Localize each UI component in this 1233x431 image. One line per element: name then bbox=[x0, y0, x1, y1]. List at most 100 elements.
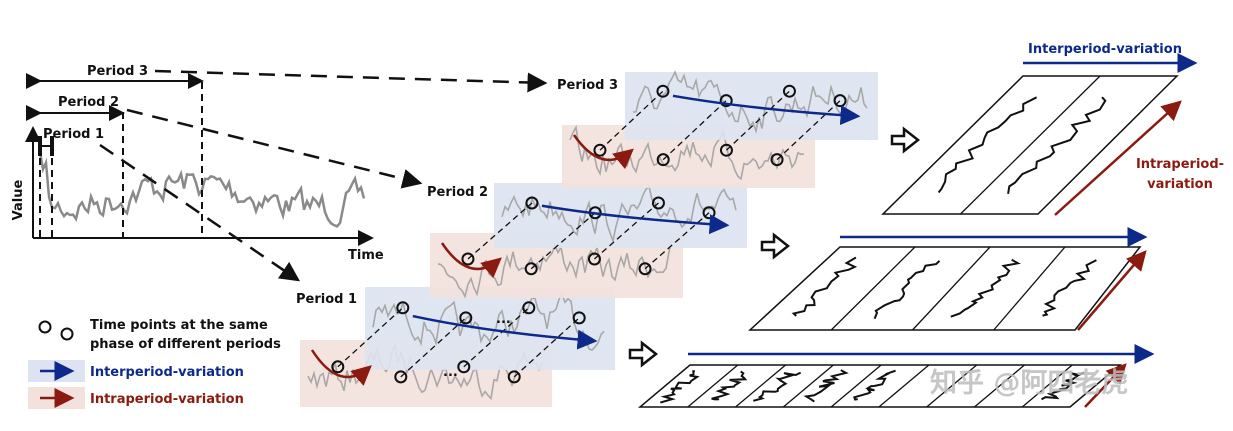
intraperiod-arrow bbox=[310, 349, 372, 386]
ellipsis-top: ... bbox=[496, 312, 511, 327]
phase-point bbox=[770, 153, 784, 167]
phase-point bbox=[522, 301, 536, 315]
interperiod-arrow bbox=[672, 94, 861, 126]
period-boundaries bbox=[39, 82, 203, 238]
transform-arrows bbox=[628, 126, 921, 368]
tensor-column-divider bbox=[878, 364, 930, 408]
phase-point bbox=[782, 84, 796, 98]
phase-point bbox=[457, 360, 471, 374]
column-series-line bbox=[937, 96, 1038, 194]
tensor-column-divider bbox=[830, 364, 882, 408]
tensor-column-divider bbox=[993, 246, 1066, 331]
phase-point bbox=[507, 370, 521, 384]
period-1-stack bbox=[300, 287, 615, 407]
column-series-line bbox=[1040, 371, 1085, 401]
column-series-line bbox=[791, 256, 858, 317]
intraperiod-arrow bbox=[1084, 363, 1127, 408]
ellipsis-bottom: ... bbox=[443, 365, 458, 380]
phase-point bbox=[459, 311, 473, 325]
column-series-line bbox=[873, 260, 941, 320]
column-series-line bbox=[1042, 259, 1097, 317]
phase-connector bbox=[776, 100, 841, 161]
tensor-column-divider bbox=[687, 364, 739, 408]
intraperiod-arrow bbox=[440, 242, 502, 279]
input-series-plot: Value Time Period 1 Period 2 Period 3 bbox=[11, 64, 384, 263]
phase-connector bbox=[337, 307, 404, 368]
phase-point bbox=[656, 84, 670, 98]
column-series-line bbox=[753, 371, 802, 402]
column-series-line bbox=[950, 258, 1021, 318]
phase-connector bbox=[594, 202, 659, 260]
reshaped-period-stacks bbox=[300, 70, 878, 407]
period-3-stack bbox=[562, 70, 878, 188]
right-intra-label-2: variation bbox=[1147, 177, 1213, 192]
phase-connector bbox=[726, 90, 790, 151]
phase-point bbox=[719, 143, 733, 157]
tensor-column-divider bbox=[1021, 364, 1073, 408]
phase-point bbox=[396, 301, 410, 315]
tensor-2 bbox=[748, 227, 1148, 331]
stack-period-3-label: Period 3 bbox=[557, 78, 618, 93]
phase-point bbox=[461, 252, 475, 266]
right-intra-label-1: Intraperiod- bbox=[1136, 157, 1224, 172]
legend-points-line1: Time points at the same bbox=[90, 318, 268, 333]
phase-point bbox=[524, 262, 538, 276]
hollow-arrow-icon bbox=[760, 232, 791, 260]
tensor-column-divider bbox=[735, 364, 786, 408]
phase-connector bbox=[463, 307, 530, 368]
phase-connector bbox=[467, 202, 533, 260]
phase-connector bbox=[662, 100, 727, 161]
tensor-column-divider bbox=[960, 75, 1101, 215]
tensor-1 bbox=[881, 53, 1198, 216]
phase-point bbox=[638, 262, 652, 276]
phase-connector bbox=[644, 212, 710, 270]
intraperiod-arrow bbox=[1077, 250, 1147, 331]
tensor-column-divider bbox=[830, 246, 916, 331]
legend-inter-label: Interperiod-variation bbox=[90, 365, 244, 380]
hollow-arrow-icon bbox=[628, 340, 659, 368]
period-segment-line bbox=[632, 70, 868, 134]
hollow-arrow-icon bbox=[890, 126, 921, 154]
period-3-label: Period 3 bbox=[87, 64, 148, 79]
phase-connector bbox=[400, 317, 467, 378]
tensor-column-divider bbox=[912, 246, 991, 331]
tensor-column-divider bbox=[974, 364, 1025, 408]
period-2-label: Period 2 bbox=[58, 95, 119, 110]
legend-point-icon bbox=[38, 320, 52, 334]
column-series-line bbox=[711, 370, 748, 401]
intraperiod-arrow bbox=[1054, 100, 1182, 216]
watermark: 知乎 @阿四老虎 bbox=[930, 368, 1128, 399]
phase-connector bbox=[530, 212, 596, 270]
legend: Time points at the same phase of differe… bbox=[28, 318, 281, 409]
interperiod-arrow bbox=[412, 314, 598, 350]
phase-point bbox=[719, 94, 733, 108]
legend-intra-label: Intraperiod-variation bbox=[90, 392, 244, 407]
phase-point bbox=[394, 370, 408, 384]
phase-connector bbox=[513, 317, 580, 378]
phase-point bbox=[525, 196, 539, 210]
phase-point bbox=[656, 153, 670, 167]
legend-points-line2: phase of different periods bbox=[90, 337, 281, 352]
legend-point-icon bbox=[60, 327, 74, 341]
column-series-line bbox=[1007, 96, 1107, 194]
phase-point bbox=[651, 196, 665, 210]
tensor-frame bbox=[748, 246, 1142, 331]
tensor-column-divider bbox=[926, 364, 978, 408]
phase-point bbox=[572, 311, 586, 325]
phase-point bbox=[587, 252, 601, 266]
x-axis-label: Time bbox=[348, 248, 384, 263]
period-segment-line bbox=[372, 291, 605, 352]
right-inter-label: Interperiod-variation bbox=[1028, 42, 1182, 57]
stack-period-1-label: Period 1 bbox=[296, 292, 357, 307]
tensor-column-divider bbox=[782, 364, 834, 408]
column-series-line bbox=[803, 369, 849, 403]
stack-period-2-label: Period 2 bbox=[427, 185, 488, 200]
column-series-line bbox=[852, 369, 896, 401]
y-axis-label: Value bbox=[11, 179, 26, 220]
interperiod-arrow bbox=[541, 204, 730, 235]
column-series-line bbox=[660, 370, 700, 404]
period-2-stack bbox=[430, 183, 747, 299]
intraperiod-arrow bbox=[572, 134, 634, 170]
phase-connector bbox=[599, 90, 664, 151]
